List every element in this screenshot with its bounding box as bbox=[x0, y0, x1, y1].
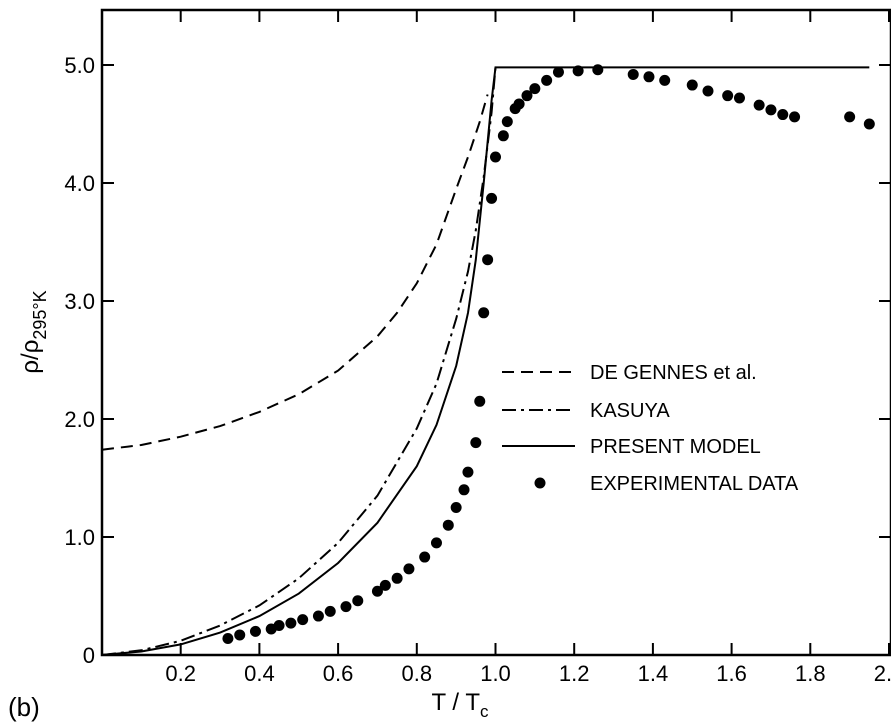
kasuya-line bbox=[101, 67, 497, 656]
x-axis-title-subscript: c bbox=[480, 702, 489, 721]
x-tick-label: 1.8 bbox=[795, 661, 826, 686]
panel-label: (b) bbox=[8, 692, 40, 722]
x-tick-label: 0.2 bbox=[165, 661, 196, 686]
data-point bbox=[541, 74, 553, 86]
data-point bbox=[379, 579, 391, 591]
data-point bbox=[371, 585, 383, 597]
y-tick-label: 3.0 bbox=[64, 289, 95, 314]
legend-label-experimental-data: EXPERIMENTAL DATA bbox=[590, 473, 799, 495]
data-point bbox=[722, 90, 734, 102]
y-axis-title-subscript: 295°K bbox=[30, 290, 50, 339]
data-point bbox=[249, 625, 261, 637]
data-point bbox=[844, 111, 856, 123]
data-point bbox=[419, 551, 431, 563]
data-point bbox=[273, 620, 285, 631]
y-tick-label: 0 bbox=[83, 643, 95, 668]
data-point bbox=[863, 118, 875, 130]
data-point bbox=[659, 74, 671, 86]
x-tick-label: 1.2 bbox=[559, 661, 590, 686]
data-point bbox=[462, 466, 474, 478]
data-point bbox=[482, 254, 494, 266]
data-point bbox=[592, 64, 604, 76]
data-point bbox=[312, 610, 324, 622]
legend-label-kasuya: KASUYA bbox=[590, 400, 670, 422]
legend-label-present-model: PRESENT MODEL bbox=[590, 436, 761, 458]
data-point bbox=[391, 572, 403, 584]
data-point bbox=[702, 85, 714, 97]
legend-marker-experimental-data bbox=[534, 477, 546, 489]
y-tick-label: 4.0 bbox=[64, 171, 95, 196]
data-point bbox=[474, 395, 486, 407]
y-tick-label: 2.0 bbox=[64, 407, 95, 432]
data-point bbox=[458, 484, 470, 496]
data-point bbox=[529, 83, 541, 95]
present-model-line bbox=[101, 66, 870, 656]
data-point bbox=[285, 617, 297, 629]
data-point bbox=[403, 563, 415, 575]
data-point bbox=[430, 537, 442, 549]
y-axis-title: ρ/ρ295°K bbox=[17, 290, 50, 373]
data-point bbox=[490, 151, 501, 163]
data-point bbox=[643, 71, 655, 83]
data-point bbox=[513, 98, 525, 110]
data-point bbox=[486, 192, 498, 204]
data-point bbox=[352, 595, 364, 607]
data-point bbox=[686, 79, 698, 91]
x-tick-label: 0.8 bbox=[402, 661, 433, 686]
data-point bbox=[222, 632, 234, 644]
x-tick-label: 1.0 bbox=[480, 661, 511, 686]
de-gennes-et-al-line bbox=[101, 94, 489, 451]
x-tick-label: 0.6 bbox=[323, 661, 354, 686]
data-point bbox=[521, 90, 533, 102]
y-tick-label: 5.0 bbox=[64, 53, 95, 78]
x-tick-label: 0.4 bbox=[244, 661, 275, 686]
data-point bbox=[478, 307, 490, 319]
plot-layer: 0.2 0.4 0.6 0.8 1.0 1.2 1.4 1.6 1.8 2.0 0 1.0 2.0 3.0… bbox=[64, 10, 891, 686]
data-point bbox=[234, 629, 246, 641]
data-point bbox=[324, 605, 336, 617]
y-tick-label: 1.0 bbox=[64, 525, 95, 550]
data-point bbox=[753, 99, 765, 111]
data-point bbox=[552, 66, 564, 78]
data-point bbox=[497, 130, 509, 142]
data-point bbox=[627, 68, 639, 80]
data-point bbox=[450, 502, 462, 513]
data-point bbox=[340, 601, 352, 613]
x-tick-label: 2.0 bbox=[874, 661, 891, 686]
data-point bbox=[765, 104, 777, 116]
x-tick-label: 1.6 bbox=[716, 661, 747, 686]
data-point bbox=[777, 109, 789, 121]
x-axis-title: T / Tc bbox=[432, 689, 489, 721]
data-point bbox=[572, 65, 584, 77]
data-point bbox=[501, 116, 513, 128]
data-point bbox=[470, 437, 482, 449]
data-point bbox=[733, 92, 745, 104]
legend-label-de-gennes-et-al: DE GENNES et al. bbox=[590, 362, 757, 384]
data-point bbox=[789, 111, 801, 123]
data-point bbox=[442, 519, 454, 531]
data-point bbox=[297, 614, 309, 626]
x-tick-label: 1.4 bbox=[638, 661, 669, 686]
